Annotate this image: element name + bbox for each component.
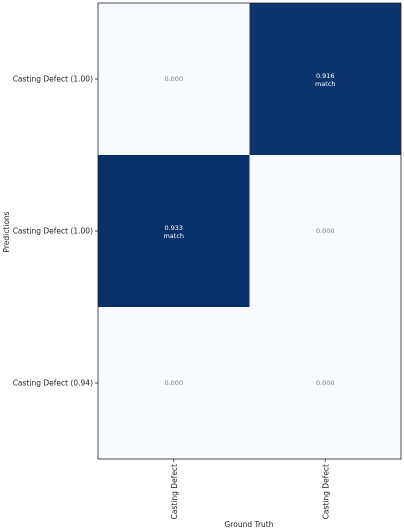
cell-value-label: 0.933 [164, 224, 183, 232]
x-tick-labels: Casting Defect Casting Defect [170, 459, 330, 519]
heatmap-cell [98, 307, 250, 459]
cell-value-label: 0.000 [164, 75, 183, 83]
cell-match-label: match [163, 232, 184, 240]
cell-value-label: 0.916 [316, 72, 335, 80]
heatmap-cell [249, 155, 401, 307]
x-tick-label: Casting Defect [321, 464, 330, 519]
y-tick-label: Casting Defect (1.00) [13, 227, 93, 236]
cell-value-label: 0.000 [316, 379, 335, 387]
heatmap-cell [98, 3, 250, 155]
heatmap-cell [249, 3, 401, 155]
y-axis-label: Predictions [2, 211, 11, 252]
y-tick-label: Casting Defect (0.94) [13, 379, 93, 388]
cell-value-label: 0.000 [316, 227, 335, 235]
y-tick-label: Casting Defect (1.00) [13, 75, 93, 84]
y-tick-labels: Casting Defect (1.00) Casting Defect (1.0… [13, 75, 98, 388]
cell-match-label: match [315, 80, 336, 88]
cell-value-label: 0.000 [164, 379, 183, 387]
heatmap-cell [249, 307, 401, 459]
x-tick-label: Casting Defect [170, 464, 179, 519]
heatmap-cell [98, 155, 250, 307]
x-axis-label: Ground Truth [225, 520, 274, 529]
